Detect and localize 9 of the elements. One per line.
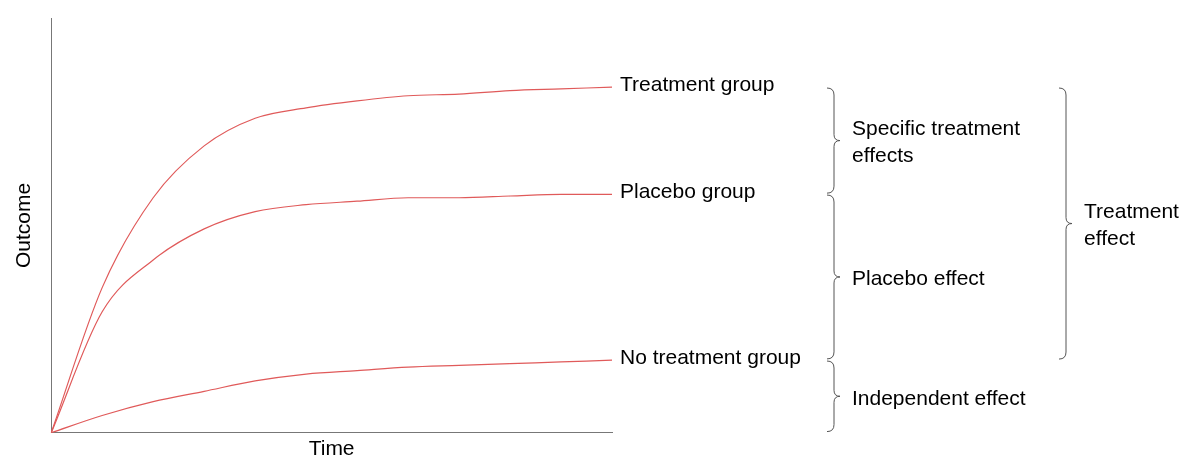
y-axis-title: Outcome	[11, 182, 35, 268]
text: Independent effect	[852, 384, 1027, 410]
series-label: Treatment group	[620, 71, 775, 95]
text: Placebo effect	[852, 264, 986, 291]
x-axis-title: Time	[308, 436, 355, 460]
series-label: Placebo group	[620, 179, 756, 203]
text: Specific treatment effects	[852, 114, 1022, 168]
text: Treatment effect	[1084, 197, 1180, 251]
series-label: No treatment group	[620, 345, 801, 369]
